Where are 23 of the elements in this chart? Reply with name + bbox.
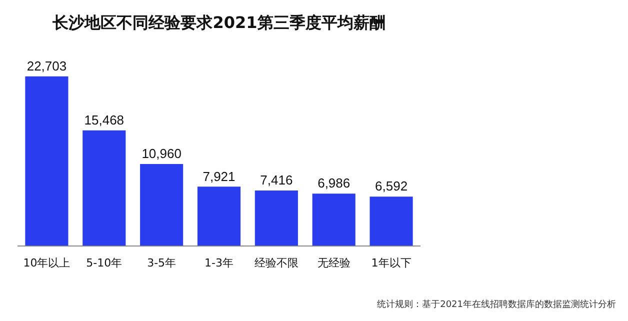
text: 统计规则：基于2021年在线招聘数据库的数据监测统计分析: [377, 298, 616, 310]
x-tick-label: 3-5年: [147, 256, 176, 270]
x-tick-label: 1年以下: [371, 256, 412, 270]
data-label: 10,960: [142, 146, 182, 162]
chart-title: 长沙地区不同经验要求2021第三季度平均薪酬: [52, 12, 386, 32]
data-label: 6,986: [318, 176, 350, 191]
bar: [25, 76, 68, 246]
bar: [197, 186, 241, 246]
bar: [140, 164, 184, 246]
x-tick-label: 经验不限: [254, 256, 298, 270]
x-tick-label: 无经验: [317, 256, 350, 270]
bar: [254, 190, 298, 246]
data-label: 7,921: [202, 168, 236, 184]
data-label: 7,416: [260, 172, 293, 188]
bar: [370, 196, 413, 246]
data-label: 6,592: [375, 178, 408, 194]
x-tick-label: 5-10年: [86, 256, 122, 270]
data-label: 15,468: [84, 112, 124, 128]
data-label: 22,703: [26, 58, 67, 74]
x-tick-label: 1-3年: [204, 256, 234, 270]
bar: [82, 130, 126, 246]
x-tick-label: 10年以上: [23, 256, 70, 270]
bar: [312, 194, 356, 246]
